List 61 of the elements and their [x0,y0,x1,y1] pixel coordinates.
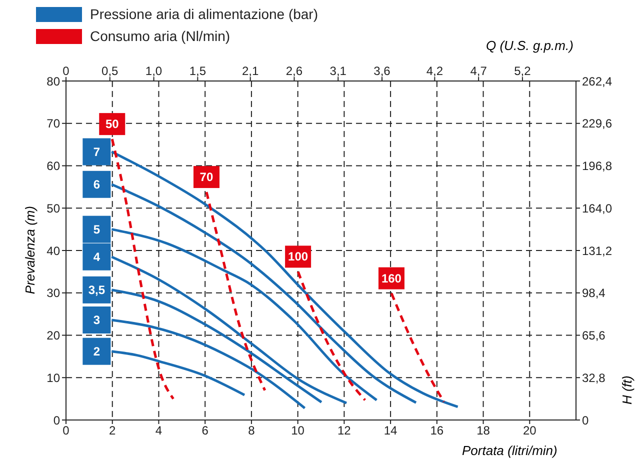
x-tick-label: 18 [476,424,490,438]
x-tick-label: 20 [522,424,537,438]
x-tick-label: 0 [62,424,70,438]
text: Pressione aria di alimentazione (bar) [90,6,318,22]
y-tick-label: 40 [46,244,60,258]
series-label: 100 [288,250,308,264]
legend-label: 6 [93,177,100,192]
y-tick-label: 60 [46,159,60,174]
y2-tick-label: 229,6 [582,116,612,131]
line-series [296,270,366,402]
x2-axis-title: Q (U.S. g.p.m.) [486,38,574,53]
x-tick-label: 8 [248,424,256,438]
y2-tick-label: 0 [582,413,589,428]
x2-tick-label: 2,6 [286,64,303,78]
line-series [110,138,175,400]
y2-tick-label: 32,8 [582,370,606,385]
x2-tick-label: 1,0 [145,64,162,78]
text: Consumo aria (Nl/min) [90,28,230,44]
y2-tick-label: 164,0 [582,201,612,216]
x-axis-title: Portata (litri/min) [462,443,558,458]
y-tick-label: 20 [46,328,60,343]
x2-tick-label: 0 [62,64,70,78]
x-tick-label: 12 [338,424,352,438]
x-tick-label: 6 [202,424,209,438]
x2-tick-label: 3,1 [330,64,347,78]
x2-tick-label: 3,6 [374,64,391,78]
y-tick-label: 10 [46,370,60,385]
x2-tick-label: 4,2 [426,64,444,78]
legend-label: 3 [93,312,100,327]
y-tick-label: 50 [46,201,60,216]
x-tick-label: 16 [430,424,444,438]
y2-tick-label: 65,6 [582,328,606,343]
x-tick-label: 2 [109,424,116,438]
legend-label: 2 [93,344,100,358]
y2-tick-label: 131,2 [582,244,612,258]
x2-tick-label: 5,2 [514,64,532,78]
y-axis-title: Prevalenza (m) [22,206,38,294]
x-tick-label: 4 [155,424,162,438]
legend-label: 3,5 [88,282,106,297]
y-tick-label: 70 [46,116,60,131]
x2-tick-label: 0,5 [102,64,119,78]
y2-tick-label: 262,4 [582,74,612,88]
x2-tick-label: 1,5 [189,64,206,78]
legend-label: 4 [93,250,100,264]
y-tick-label: 0 [53,413,60,428]
x2-tick-label: 2,1 [242,64,259,78]
line-series [390,292,446,404]
series-label: 7 [93,144,100,159]
y2-tick-label: 196,8 [582,159,612,174]
x-tick-label: 14 [384,424,398,438]
series-label: 50 [105,117,120,132]
series-label: 160 [381,271,402,286]
y2-axis-title: H (ft) [620,376,634,404]
line-series [205,190,266,392]
series-label: 70 [200,170,214,184]
x2-tick-label: 4,7 [470,64,488,78]
y-tick-label: 80 [46,74,60,88]
y-tick-label: 30 [46,286,60,300]
series-label: 5 [93,222,100,236]
x-tick-label: 10 [291,424,305,438]
y2-tick-label: 98,4 [582,286,606,300]
